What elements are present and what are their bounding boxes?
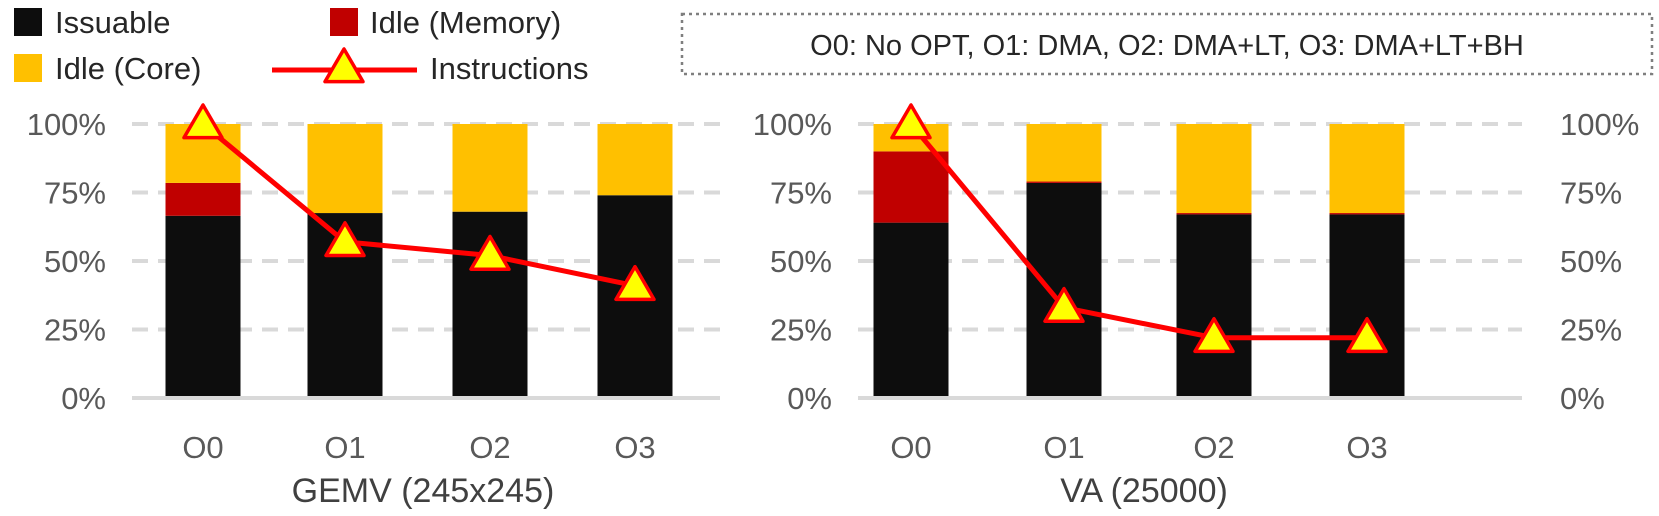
- legend-swatch-0: [14, 8, 42, 36]
- instructions-point: [182, 103, 224, 140]
- bar-segment-idle-core: [597, 124, 673, 196]
- y-tick-label: 25%: [770, 313, 832, 348]
- instructions-line: [909, 122, 1367, 341]
- bar-segment-issuable: [1176, 214, 1252, 398]
- chart-title: VA (25000): [1060, 472, 1228, 510]
- y-tick-label: 50%: [44, 244, 106, 279]
- y-tick-label: 25%: [44, 313, 106, 348]
- y-tick-label: 0%: [787, 381, 832, 416]
- legend-triangle-marker: [323, 47, 365, 84]
- y-tick-label: 50%: [770, 244, 832, 279]
- instructions-point: [469, 234, 511, 271]
- legend: Issuable Idle (Memory) Idle (Core) Instruct…: [14, 5, 589, 86]
- bar-segment-idle-core: [1176, 124, 1252, 214]
- x-tick-label: O2: [469, 430, 510, 465]
- y-tick-label: 100%: [753, 107, 832, 142]
- y-tick-label: 100%: [27, 107, 106, 142]
- legend-swatch-1: [330, 8, 358, 36]
- y-tick-label-right: 25%: [1560, 313, 1622, 348]
- y-tick-label-right: 100%: [1560, 107, 1639, 142]
- x-tick-label: O1: [324, 430, 365, 465]
- chart-title: GEMV (245x245): [292, 472, 555, 510]
- x-tick-label: O3: [614, 430, 655, 465]
- y-tick-label: 75%: [770, 176, 832, 211]
- bar-segment-idle-memory: [1176, 213, 1252, 215]
- options-note-border: [680, 12, 1654, 76]
- instructions-point: [324, 221, 366, 258]
- y-tick-label-right: 75%: [1560, 176, 1622, 211]
- x-tick-label: O1: [1043, 430, 1084, 465]
- instructions-point: [1043, 286, 1085, 324]
- x-tick-label: O2: [1193, 430, 1234, 465]
- bar-segment-issuable: [873, 222, 949, 398]
- y-tick-label-right: 50%: [1560, 244, 1622, 279]
- x-tick-label: O3: [1346, 430, 1387, 465]
- instructions-point: [1193, 316, 1235, 354]
- y-tick-label-right: 0%: [1560, 381, 1605, 416]
- instructions-point: [614, 264, 656, 302]
- bar-segment-idle-core: [452, 124, 528, 212]
- bar-segment-idle-memory: [1329, 213, 1405, 215]
- x-tick-label: O0: [182, 430, 223, 465]
- y-tick-label: 75%: [44, 176, 106, 211]
- chart-gemv: 0% 25% 50% 75% 100% O0 O1 O2 O3 GEMV (245x245): [27, 103, 720, 510]
- bar-segment-idle-core: [1329, 124, 1405, 214]
- options-note-text: O0: No OPT, O1: DMA, O2: DMA+LT, O3: DMA…: [810, 30, 1524, 62]
- instructions-line: [201, 122, 636, 289]
- legend-label-3: Instructions: [430, 51, 589, 86]
- bar-segment-issuable: [165, 215, 241, 398]
- y-tick-label: 0%: [61, 381, 106, 416]
- legend-label-0: Issuable: [55, 5, 170, 40]
- bar-segment-issuable: [1329, 214, 1405, 398]
- legend-label-1: Idle (Memory): [370, 5, 561, 40]
- legend-label-2: Idle (Core): [55, 51, 201, 86]
- bar-segment-idle-core: [1026, 124, 1102, 182]
- bar-segment-idle-memory: [873, 151, 949, 223]
- chart-va: 0% 0% 25% 25% 50% 50% 75% 75% 100% 100% O0 O1 O2 O3 VA…: [753, 103, 1639, 510]
- bar-segment-idle-memory: [165, 182, 241, 216]
- options-note: O0: No OPT, O1: DMA, O2: DMA+LT, O3: DMA…: [680, 12, 1654, 76]
- x-tick-label: O0: [890, 430, 931, 465]
- legend-swatch-2: [14, 54, 42, 82]
- bar-segment-idle-memory: [1026, 181, 1102, 183]
- instructions-point: [1346, 316, 1388, 354]
- bar-segment-idle-core: [307, 124, 383, 214]
- instructions-point: [890, 103, 932, 140]
